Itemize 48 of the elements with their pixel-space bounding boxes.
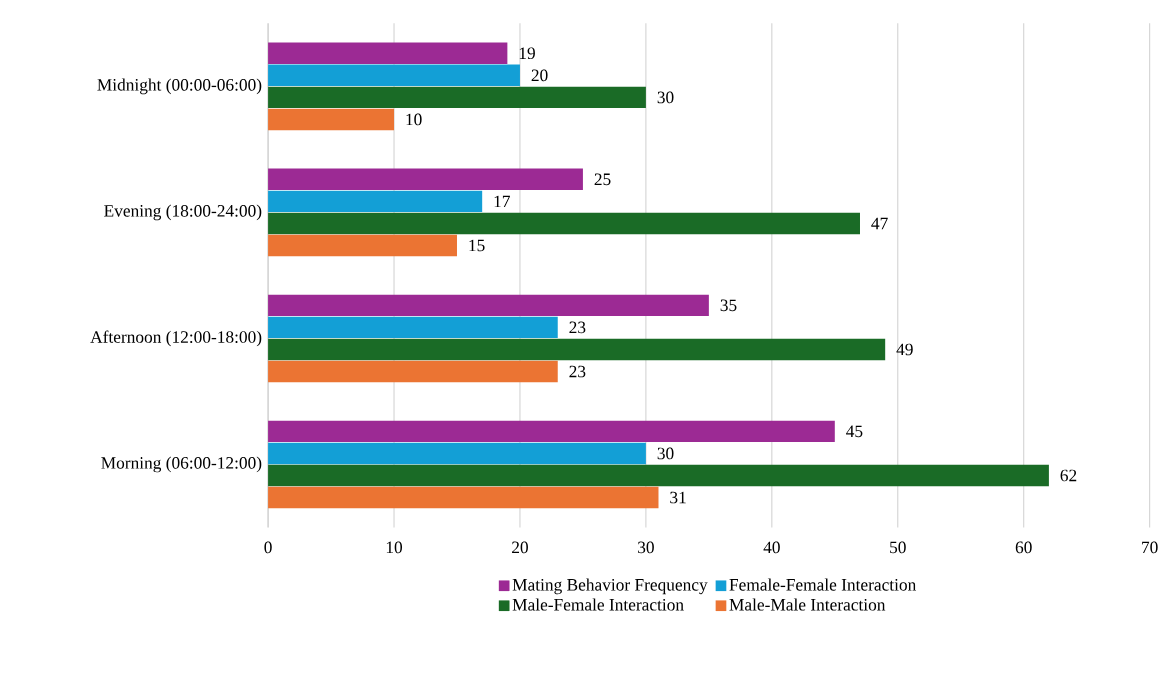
data-label: 19 xyxy=(519,47,535,60)
bar xyxy=(268,64,520,87)
x-tick-label: 0 xyxy=(264,541,272,554)
bar xyxy=(268,465,1049,487)
bar xyxy=(268,442,646,465)
x-tick-label: 60 xyxy=(1015,541,1032,554)
data-label: 45 xyxy=(846,425,863,438)
bar xyxy=(268,108,395,131)
bar xyxy=(268,338,886,361)
x-tick-label: 30 xyxy=(638,541,654,554)
x-tick-label: 70 xyxy=(1142,541,1158,554)
data-label: 35 xyxy=(720,299,737,312)
y-tick-label: Afternoon (12:00-18:00) xyxy=(90,330,262,347)
data-label: 23 xyxy=(569,365,586,378)
bar xyxy=(268,420,835,443)
data-label: 17 xyxy=(494,195,510,208)
data-label: 20 xyxy=(531,69,548,82)
legend-label: Female-Female Interaction xyxy=(729,578,917,591)
data-label: 62 xyxy=(1060,469,1077,482)
x-tick-label: 20 xyxy=(512,541,528,554)
legend-label: Male-Female Interaction xyxy=(512,598,684,611)
bar xyxy=(268,42,508,65)
bar xyxy=(268,190,483,213)
bar xyxy=(268,361,558,383)
data-label: 31 xyxy=(670,491,686,504)
bar xyxy=(268,86,646,109)
x-tick-label: 40 xyxy=(763,541,780,554)
y-tick-label: Midnight (00:00-06:00) xyxy=(97,78,262,95)
y-tick-label: Evening (18:00-24:00) xyxy=(104,204,262,221)
bar xyxy=(268,316,558,339)
data-label: 30 xyxy=(657,91,674,104)
legend-label: Male-Male Interaction xyxy=(729,598,886,611)
data-label: 15 xyxy=(469,239,485,252)
x-tick-label: 50 xyxy=(890,541,906,554)
bar xyxy=(268,168,583,191)
bar xyxy=(268,212,860,235)
legend-label: Mating Behavior Frequency xyxy=(512,578,708,595)
data-label: 47 xyxy=(871,217,888,230)
data-label: 30 xyxy=(657,447,674,460)
bar xyxy=(268,235,457,257)
bar xyxy=(268,294,709,317)
data-label: 10 xyxy=(406,113,422,126)
data-label: 23 xyxy=(569,321,586,334)
data-label: 49 xyxy=(896,343,913,356)
x-tick-label: 10 xyxy=(386,541,403,554)
data-label: 25 xyxy=(594,173,611,186)
y-tick-label: Morning (06:00-12:00) xyxy=(101,456,262,473)
bar xyxy=(268,487,659,509)
